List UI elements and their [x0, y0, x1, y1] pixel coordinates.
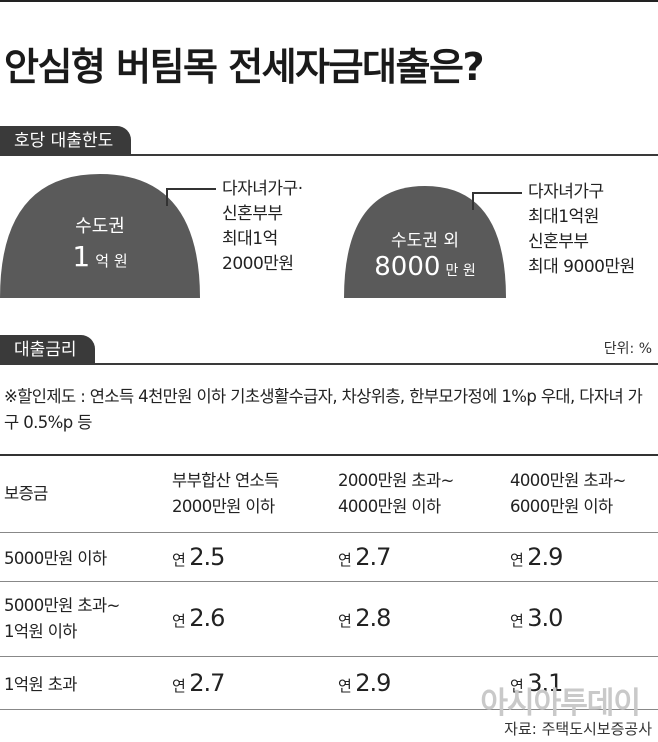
- metro-dome: 수도권 1 억 원: [0, 174, 200, 298]
- rate-prefix: 연: [338, 611, 352, 630]
- rate-cell: 연 3.1: [506, 656, 658, 710]
- metro-detail-line: 2000만원: [222, 254, 294, 274]
- rate-cell: 연 3.0: [506, 581, 658, 657]
- non-metro-leader-vertical: [472, 192, 474, 210]
- source-credit: 자료: 주택도시보증공사: [504, 720, 652, 738]
- discount-note: ※할인제도 : 연소득 4천만원 이하 기초생활수급자, 차상위층, 한부모가정…: [4, 387, 643, 432]
- metro-amount-unit: 억 원: [95, 252, 128, 270]
- rate-cell: 연 2.5: [168, 532, 334, 582]
- header-income-2-line: 4000만원 이하: [338, 497, 441, 516]
- row-label-line: 1억원 초과: [4, 675, 77, 694]
- header-income-3-line: 4000만원 초과~: [510, 471, 626, 490]
- table-row: 5000만원 초과~ 1억원 이하 연 2.6 연 2.8 연 3.0: [0, 581, 658, 657]
- limit-section-tab: 호당 대출한도: [0, 126, 132, 156]
- rate-cell: 연 2.9: [334, 656, 506, 710]
- rate-value: 2.9: [355, 669, 391, 697]
- metro-amount: 1 억 원: [0, 240, 200, 273]
- rate-cell: 연 2.7: [168, 656, 334, 710]
- row-label-line: 5000만원 초과~: [4, 596, 120, 615]
- unit-label: 단위: %: [603, 341, 652, 357]
- header-income-1-line: 부부합산 연소득: [172, 471, 279, 490]
- row-label: 5000만원 초과~ 1억원 이하: [0, 581, 168, 657]
- limit-section-rule: [0, 154, 658, 156]
- rate-cell: 연 2.8: [334, 581, 506, 657]
- metro-detail-line: 신혼부부: [222, 204, 283, 224]
- rate-value: 3.0: [527, 603, 563, 632]
- rate-prefix: 연: [338, 551, 352, 569]
- rate-prefix: 연: [172, 551, 186, 569]
- metro-region-label: 수도권: [75, 216, 125, 237]
- rate-value: 2.8: [355, 603, 391, 632]
- header-guarantee: 보증금: [0, 454, 168, 533]
- non-metro-detail-line: 신혼부부: [528, 232, 589, 252]
- header-income-3: 4000만원 초과~ 6000만원 이하: [506, 454, 658, 533]
- row-label-line: 1억원 이하: [4, 622, 77, 641]
- rate-cell: 연 2.7: [334, 532, 506, 582]
- page-title: 안심형 버팀목 전세자금대출은?: [4, 45, 484, 89]
- non-metro-region-label: 수도권 외: [391, 231, 459, 251]
- table-row: 5000만원 이하 연 2.5 연 2.7 연 2.9: [0, 532, 658, 582]
- header-income-1-line: 2000만원 이하: [172, 497, 275, 516]
- non-metro-leader-horizontal: [472, 192, 522, 194]
- rate-table: 보증금 부부합산 연소득 2000만원 이하 2000만원 초과~ 4000만원…: [0, 454, 658, 710]
- rate-prefix: 연: [338, 677, 352, 695]
- rate-prefix: 연: [172, 677, 186, 695]
- rate-value: 2.7: [355, 543, 391, 571]
- non-metro-detail-line: 다자녀가구: [528, 182, 604, 202]
- metro-amount-number: 1: [72, 240, 91, 273]
- watermark-logo: 아시아투데이: [480, 686, 641, 721]
- rate-value: 3.1: [527, 669, 563, 697]
- header-income-2: 2000만원 초과~ 4000만원 이하: [334, 454, 506, 533]
- rate-prefix: 연: [510, 611, 524, 630]
- rate-cell: 연 2.6: [168, 581, 334, 657]
- non-metro-detail-line: 최대1억원: [528, 207, 599, 227]
- non-metro-amount: 8000 만 원: [344, 252, 506, 282]
- metro-leader-vertical: [166, 188, 168, 206]
- table-header-row: 보증금 부부합산 연소득 2000만원 이하 2000만원 초과~ 4000만원…: [0, 454, 658, 533]
- table-row: 1억원 초과 연 2.7 연 2.9 연 3.1: [0, 656, 658, 710]
- rate-section-rule: [0, 363, 658, 365]
- row-label: 5000만원 이하: [0, 532, 168, 582]
- metro-detail-line: 최대1억: [222, 229, 278, 249]
- non-metro-dome: 수도권 외 8000 만 원: [344, 186, 506, 298]
- non-metro-amount-unit: 만 원: [445, 263, 476, 279]
- rate-value: 2.5: [189, 543, 225, 571]
- top-rule: [0, 0, 658, 2]
- rate-cell: 연 2.9: [506, 532, 658, 582]
- non-metro-amount-number: 8000: [374, 252, 441, 282]
- metro-detail: 다자녀가구· 신혼부부 최대1억 2000만원: [222, 177, 303, 277]
- header-income-2-line: 2000만원 초과~: [338, 471, 454, 490]
- rate-prefix: 연: [510, 551, 524, 569]
- non-metro-detail: 다자녀가구 최대1억원 신혼부부 최대 9000만원: [528, 180, 635, 280]
- header-income-1: 부부합산 연소득 2000만원 이하: [168, 454, 334, 533]
- rate-prefix: 연: [172, 611, 186, 630]
- metro-leader-horizontal: [166, 188, 216, 190]
- rate-section-tab: 대출금리: [0, 335, 95, 365]
- row-label-line: 5000만원 이하: [4, 549, 107, 568]
- row-label: 1억원 초과: [0, 656, 168, 710]
- header-income-3-line: 6000만원 이하: [510, 497, 613, 516]
- non-metro-dome-shape: [344, 186, 506, 298]
- rate-value: 2.9: [527, 543, 563, 571]
- metro-detail-line: 다자녀가구·: [222, 179, 303, 199]
- non-metro-detail-line: 최대 9000만원: [528, 257, 635, 277]
- metro-dome-shape: [0, 174, 200, 298]
- rate-value: 2.6: [189, 603, 225, 632]
- rate-prefix: 연: [510, 677, 524, 695]
- rate-value: 2.7: [189, 669, 225, 697]
